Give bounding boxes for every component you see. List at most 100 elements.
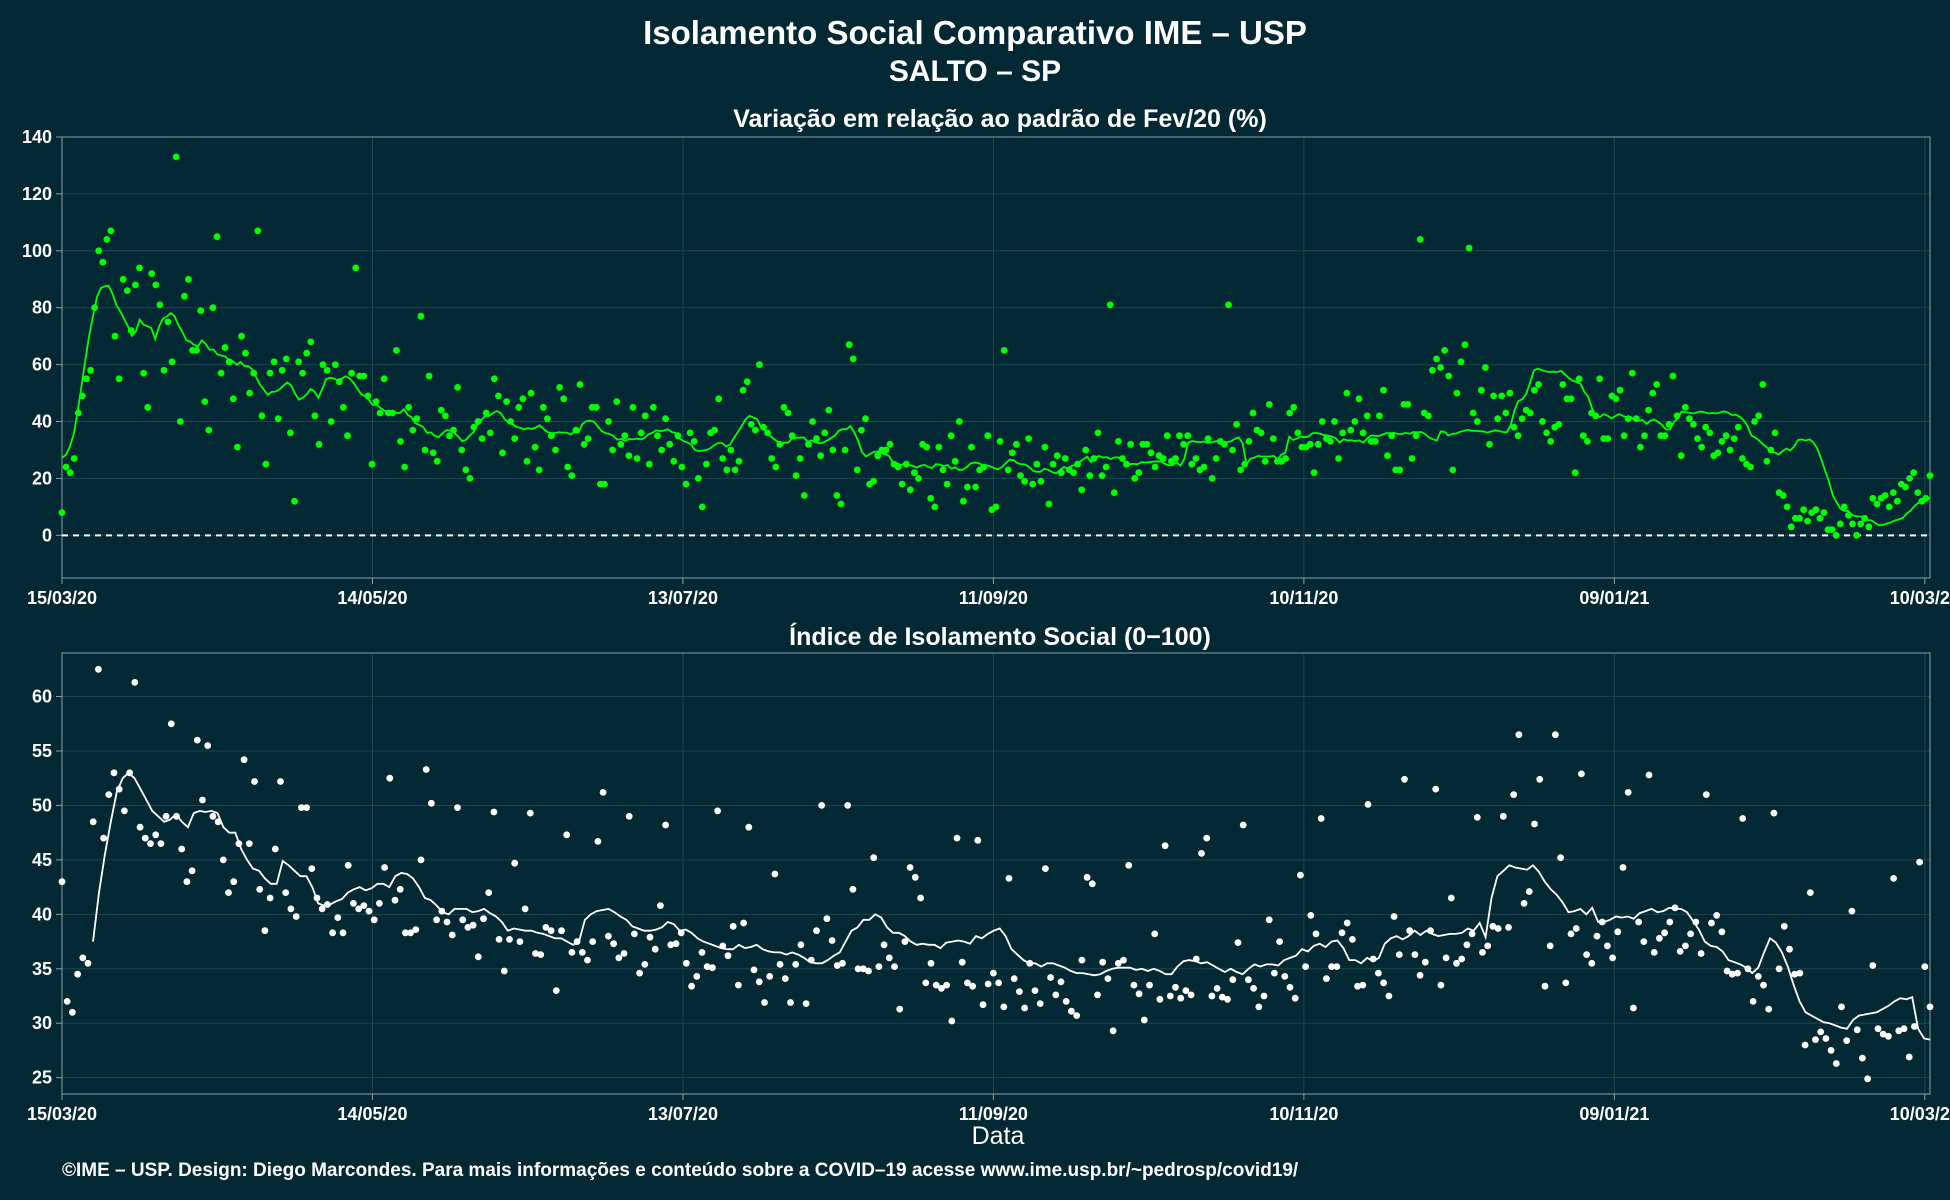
data-point: [1078, 486, 1086, 494]
data-point: [841, 446, 849, 454]
data-point: [291, 497, 298, 505]
data-point: [1351, 418, 1359, 425]
data-point: [781, 975, 789, 982]
y-tick-label: 55: [32, 741, 52, 761]
data-point: [1041, 443, 1049, 451]
data-point: [1029, 480, 1037, 488]
data-point: [1338, 929, 1346, 937]
data-point: [556, 384, 563, 391]
data-point: [552, 987, 560, 994]
data-point: [1739, 815, 1747, 822]
data-point: [144, 403, 152, 411]
data-point: [1926, 472, 1934, 479]
data-point: [1849, 520, 1856, 528]
data-point: [1751, 418, 1758, 425]
data-point: [743, 378, 751, 386]
data-point: [474, 418, 482, 425]
data-point: [1005, 875, 1013, 882]
data-point: [197, 307, 205, 314]
data-point: [1052, 991, 1060, 999]
data-point: [1692, 918, 1700, 926]
data-point: [1828, 526, 1836, 533]
data-point: [246, 389, 254, 397]
data-point: [511, 859, 519, 867]
data-point: [1869, 962, 1877, 969]
data-point: [1889, 489, 1897, 496]
data-point: [580, 440, 588, 448]
x-tick-label: 09/01/21: [1579, 1104, 1649, 1124]
data-point: [990, 969, 997, 977]
data-point: [235, 840, 243, 847]
data-point: [1221, 440, 1228, 448]
data-point: [352, 264, 360, 272]
data-point: [1567, 395, 1575, 403]
data-point: [698, 949, 706, 956]
data-point: [474, 953, 482, 961]
data-point: [1265, 916, 1273, 924]
data-point: [287, 429, 294, 437]
data-point: [87, 366, 94, 374]
data-point: [1073, 1012, 1081, 1019]
data-point: [1269, 435, 1277, 442]
data-point: [764, 429, 771, 437]
data-point: [1212, 455, 1220, 462]
data-point: [156, 301, 164, 309]
data-point: [1812, 506, 1820, 514]
data-point: [1371, 438, 1379, 445]
data-point: [214, 818, 222, 826]
data-point: [1433, 355, 1440, 363]
data-point: [495, 392, 502, 400]
data-point: [99, 258, 107, 266]
data-point: [1832, 531, 1840, 539]
data-point: [1094, 429, 1102, 437]
data-point: [1518, 415, 1526, 423]
data-point: [1640, 938, 1648, 945]
x-axis-label: Data: [972, 1122, 1025, 1150]
data-point: [813, 927, 820, 935]
data-point: [1796, 969, 1804, 977]
data-point: [1650, 949, 1658, 956]
data-point: [1853, 531, 1860, 539]
data-point: [747, 421, 755, 428]
data-point: [1543, 429, 1550, 437]
data-point: [641, 412, 649, 420]
data-point: [1257, 429, 1265, 437]
data-point: [278, 366, 286, 374]
data-point: [662, 415, 669, 423]
data-point: [490, 375, 498, 383]
plot-frame: [61, 652, 1931, 1095]
data-point: [58, 509, 66, 516]
data-point: [339, 929, 347, 937]
data-point: [1843, 1037, 1851, 1044]
data-point: [735, 457, 743, 465]
data-point: [1728, 970, 1736, 978]
data-point: [1017, 472, 1024, 479]
data-point: [450, 426, 457, 434]
data-point: [1926, 1003, 1934, 1011]
data-point: [313, 894, 321, 902]
data-point: [1827, 1047, 1835, 1054]
data-point: [1427, 927, 1434, 935]
data-point: [185, 275, 192, 283]
data-point: [558, 927, 565, 935]
data-point: [454, 804, 461, 811]
data-point: [282, 355, 290, 363]
data-point: [564, 463, 572, 471]
data-point: [1453, 389, 1461, 397]
data-point: [1801, 1041, 1809, 1049]
data-point: [1812, 1036, 1819, 1043]
data-point: [1088, 880, 1096, 888]
data-point: [1661, 929, 1668, 937]
data-point: [1759, 381, 1767, 388]
data-point: [723, 466, 731, 474]
data-point: [478, 435, 486, 442]
data-point: [287, 905, 295, 913]
data-point: [674, 432, 682, 440]
data-point: [1172, 455, 1179, 462]
data-point: [615, 954, 623, 962]
data-point: [417, 856, 425, 864]
data-point: [943, 981, 950, 989]
data-point: [229, 395, 237, 403]
data-point: [245, 840, 253, 847]
y-tick-label: 60: [32, 355, 52, 375]
